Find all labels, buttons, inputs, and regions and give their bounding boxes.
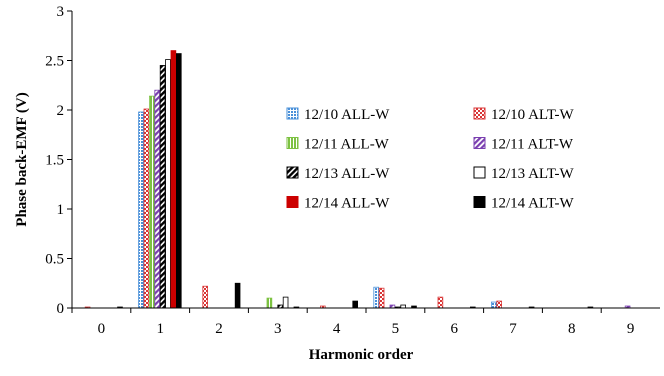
bar-12-11-alt-w-h1: [154, 89, 161, 309]
bar-12-14-alt-w-h1: [175, 53, 182, 309]
legend-label: 12/14 ALT-W: [491, 196, 574, 212]
y-axis-title: Phase back-EMF (V): [14, 92, 30, 226]
y-tick-label: 1.5: [45, 153, 64, 169]
bar-12-10-alt-w-h1: [143, 108, 150, 309]
bar-12-11-all-w-h1: [148, 95, 155, 309]
bar-12-13-alt-w-h1: [165, 59, 171, 309]
bar-12-10-all-w-h7: [490, 301, 497, 309]
y-tick-label: 0: [57, 301, 65, 317]
bar-12-13-all-w-h1: [159, 65, 166, 309]
y-tick-label: 3: [57, 4, 65, 20]
bar-12-11-all-w-h3: [266, 297, 273, 309]
legend-label: 12/10 ALT-W: [491, 107, 574, 123]
bar-12-10-all-w-h5: [373, 286, 379, 309]
bar-12-14-alt-w-h2: [234, 282, 241, 309]
legend-label: 12/11 ALT-W: [491, 137, 574, 153]
bar-12-10-all-w-h1: [138, 111, 144, 309]
x-axis-title: Harmonic order: [309, 347, 414, 363]
y-tick-label: 1: [57, 202, 65, 218]
x-tick-label: 0: [98, 321, 106, 337]
legend-swatch: [473, 107, 486, 120]
x-tick-label: 7: [509, 321, 517, 337]
legend-swatch: [286, 196, 299, 208]
bar-12-10-alt-w-h7: [496, 300, 502, 309]
legend-label: 12/13 ALT-W: [491, 166, 574, 182]
legend-label: 12/14 ALL-W: [304, 196, 390, 212]
legend-label: 12/11 ALL-W: [304, 137, 390, 153]
x-tick-label: 1: [156, 321, 164, 337]
x-tick-label: 3: [274, 321, 282, 337]
x-tick-label: 8: [568, 321, 576, 337]
bar-12-10-alt-w-h6: [437, 296, 444, 309]
legend-swatch: [286, 137, 299, 149]
y-tick-label: 2.5: [45, 54, 64, 70]
legend-swatch: [473, 166, 486, 179]
bar-12-14-alt-w-h4: [352, 300, 358, 309]
x-tick-label: 4: [333, 321, 341, 337]
x-tick-label: 9: [627, 321, 635, 337]
legend-swatch: [473, 196, 486, 208]
y-tick-label: 0.5: [45, 252, 64, 268]
x-tick-label: 2: [215, 321, 223, 337]
legend-label: 12/13 ALL-W: [304, 166, 390, 182]
legend-swatch: [286, 107, 299, 120]
x-tick-label: 6: [450, 321, 458, 337]
bar-12-14-all-w-h1: [170, 50, 177, 309]
x-tick-label: 5: [392, 321, 400, 337]
legend-swatch: [473, 137, 486, 149]
bar-12-10-alt-w-h5: [378, 287, 385, 309]
legend-label: 12/10 ALL-W: [304, 107, 390, 123]
bar-12-10-alt-w-h2: [202, 285, 209, 309]
bar-12-13-alt-w-h3: [282, 296, 289, 309]
y-tick-label: 2: [57, 103, 65, 119]
legend-swatch: [286, 166, 299, 179]
